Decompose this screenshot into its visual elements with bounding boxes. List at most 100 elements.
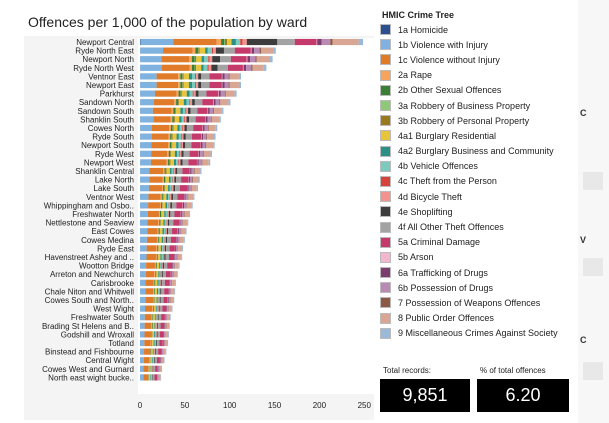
bar-segment[interactable]: 4a1 Burglary Residential [196, 56, 202, 63]
bar-segment[interactable]: 5a Criminal Damage [188, 159, 197, 166]
bar-segment[interactable]: 4e Shoplifting [211, 64, 218, 71]
bar-segment[interactable]: 4c Theft from the Person [168, 202, 170, 209]
bar-segment[interactable]: 4b Vehicle Offences [158, 288, 160, 295]
bar-segment[interactable]: 6b Possession of Drugs [180, 219, 183, 226]
bar-segment[interactable]: 4d Bicycle Theft [160, 279, 161, 286]
bar-segment[interactable]: 6b Possession of Drugs [191, 167, 194, 175]
bar-segment[interactable]: 2b Other Sexual Offences [180, 73, 183, 80]
bar-segment[interactable]: 4a1 Burglary Residential [162, 202, 166, 209]
bar-segment[interactable]: 5b Arson [246, 56, 248, 63]
bar-segment[interactable]: 4a1 Burglary Residential [166, 167, 170, 175]
bar-segment[interactable]: 2b Other Sexual Offences [152, 314, 153, 321]
legend-item[interactable]: 3b Robbery of Personal Property [380, 113, 572, 128]
bar-segment[interactable]: 2a Rape [178, 73, 181, 80]
bar-segment[interactable]: 2b Other Sexual Offences [161, 193, 163, 200]
bar-segment[interactable]: 4d Bicycle Theft [159, 296, 160, 304]
bar-segment[interactable]: 5a Criminal Damage [193, 124, 203, 132]
bar-segment[interactable]: 6b Possession of Drugs [167, 305, 169, 312]
bar-segment[interactable]: 6b Possession of Drugs [246, 64, 252, 71]
bar-segment[interactable]: 6a Trafficking of Drugs [161, 348, 163, 355]
bar-segment[interactable]: 5a Criminal Damage [170, 236, 177, 243]
bar-segment[interactable]: 1c Violence without Injury [145, 271, 155, 278]
bar-segment[interactable]: 1b Violence with Injury [140, 296, 146, 304]
bar-segment[interactable]: 9 Miscellaneous Crimes Against Society [176, 271, 178, 278]
bar-segment[interactable]: 2a Rape [192, 47, 196, 54]
bar-segment[interactable]: 8 Public Order Offences [161, 357, 165, 364]
bar-segment[interactable]: 4f All Other Theft Offences [173, 193, 178, 200]
bar-segment[interactable]: 4f All Other Theft Offences [223, 47, 235, 54]
bar-segment[interactable]: 4e Shoplifting [173, 185, 176, 192]
bar-segment[interactable]: 2a Rape [150, 331, 152, 338]
bar-segment[interactable]: 7 Possession of Weapons Offences [186, 202, 187, 209]
bar-segment[interactable]: 1c Violence without Injury [156, 73, 179, 80]
bar-segment[interactable]: 6b Possession of Drugs [168, 296, 171, 304]
legend-item[interactable]: 4a1 Burglary Residential [380, 128, 572, 143]
bar-segment[interactable]: 4a2 Burglary Business and Community [168, 185, 170, 192]
bar-segment[interactable]: 4a2 Burglary Business and Community [186, 90, 190, 97]
bar-segment[interactable]: 2b Other Sexual Offences [170, 124, 173, 132]
bar-segment[interactable]: 3b Robbery of Personal Property [169, 159, 171, 166]
bar-segment[interactable]: 6a Trafficking of Drugs [174, 253, 176, 261]
legend-item[interactable]: 4e Shoplifting [380, 204, 572, 219]
bar-segment[interactable]: 4e Shoplifting [156, 331, 158, 338]
bar-segment[interactable]: 1b Violence with Injury [140, 142, 152, 149]
bar-segment[interactable]: 4a1 Burglary Residential [154, 296, 157, 304]
bar-segment[interactable]: 6b Possession of Drugs [224, 81, 229, 89]
bar-segment[interactable]: 1c Violence without Injury [147, 219, 159, 226]
bar-segment[interactable]: 1c Violence without Injury [161, 56, 190, 63]
bar-segment[interactable]: 3b Robbery of Personal Property [180, 90, 182, 97]
bar-segment[interactable]: 4d Bicycle Theft [196, 73, 199, 80]
bar-segment[interactable]: 4a2 Burglary Business and Community [168, 176, 171, 183]
bar-segment[interactable]: 4a1 Burglary Residential [160, 219, 164, 226]
bar-segment[interactable]: 7 Possession of Weapons Offences [201, 159, 203, 166]
bar-segment[interactable]: 6b Possession of Drugs [162, 348, 164, 355]
bar-segment[interactable]: 6b Possession of Drugs [158, 365, 160, 372]
bar-segment[interactable]: 1c Violence without Injury [145, 288, 154, 295]
bar-segment[interactable]: 3b Robbery of Personal Property [194, 64, 197, 71]
legend-item[interactable]: 4c Theft from the Person [380, 174, 572, 189]
bar-segment[interactable]: 4a2 Burglary Business and Community [188, 73, 192, 80]
bar-segment[interactable]: 1b Violence with Injury [140, 236, 147, 243]
bar-segment[interactable]: 6a Trafficking of Drugs [190, 167, 192, 175]
bar-segment[interactable]: 4e Shoplifting [198, 73, 202, 80]
bar-segment[interactable]: 1b Violence with Injury [140, 64, 162, 71]
bar-segment[interactable]: 4a1 Burglary Residential [199, 47, 206, 54]
bar-segment[interactable]: 2a Rape [189, 56, 192, 63]
bar-segment[interactable]: 6b Possession of Drugs [254, 47, 260, 54]
bar-segment[interactable]: 8 Public Order Offences [203, 150, 211, 157]
bar-segment[interactable]: 4b Vehicle Offences [154, 331, 156, 338]
bar-segment[interactable]: 8 Public Order Offences [207, 133, 214, 140]
bar-segment[interactable]: 5a Criminal Damage [169, 245, 175, 252]
bar-segment[interactable]: 6b Possession of Drugs [188, 185, 191, 192]
bar-segment[interactable]: 9 Miscellaneous Crimes Against Society [183, 236, 185, 243]
bar-segment[interactable]: 6b Possession of Drugs [189, 176, 193, 183]
bar-segment[interactable]: 6a Trafficking of Drugs [243, 64, 247, 71]
bar-segment[interactable]: 2b Other Sexual Offences [173, 107, 176, 114]
bar-segment[interactable]: 1c Violence without Injury [149, 167, 164, 175]
bar-segment[interactable]: 8 Public Order Offences [186, 202, 192, 209]
bar-segment[interactable]: 1c Violence without Injury [163, 47, 193, 54]
bar-segment[interactable]: 1b Violence with Injury [140, 38, 174, 46]
bar-segment[interactable]: 6a Trafficking of Drugs [197, 159, 199, 166]
bar-segment[interactable]: 4e Shoplifting [152, 374, 153, 381]
bar-segment[interactable]: 9 Miscellaneous Crimes Against Society [213, 133, 216, 140]
bar-segment[interactable]: 8 Public Order Offences [191, 185, 197, 192]
bar-segment[interactable]: 5a Criminal Damage [227, 64, 243, 71]
bar-segment[interactable]: 4d Bicycle Theft [161, 262, 163, 269]
bar-segment[interactable]: 4f All Other Theft Offences [220, 56, 231, 63]
bar-segment[interactable]: 5b Arson [316, 38, 318, 46]
bar-segment[interactable]: 4c Theft from the Person [181, 133, 182, 140]
bar-segment[interactable]: 4e Shoplifting [168, 210, 171, 218]
bar-segment[interactable]: 1b Violence with Injury [140, 374, 144, 381]
bar-segment[interactable]: 4c Theft from the Person [182, 124, 183, 132]
bar-segment[interactable]: 4e Shoplifting [215, 47, 224, 54]
bar-segment[interactable]: 4a2 Burglary Business and Community [169, 167, 172, 175]
bar-segment[interactable]: 4d Bicycle Theft [169, 202, 171, 209]
bar-segment[interactable]: 4d Bicycle Theft [166, 219, 168, 226]
bar-segment[interactable]: 1c Violence without Injury [154, 90, 177, 97]
bar-segment[interactable]: 6b Possession of Drugs [250, 56, 256, 63]
bar-segment[interactable]: 4d Bicycle Theft [179, 159, 181, 166]
bar-segment[interactable]: 4d Bicycle Theft [157, 314, 158, 321]
bar-segment[interactable]: 4c Theft from the Person [179, 150, 181, 157]
bar-segment[interactable]: 4a1 Burglary Residential [156, 271, 159, 278]
